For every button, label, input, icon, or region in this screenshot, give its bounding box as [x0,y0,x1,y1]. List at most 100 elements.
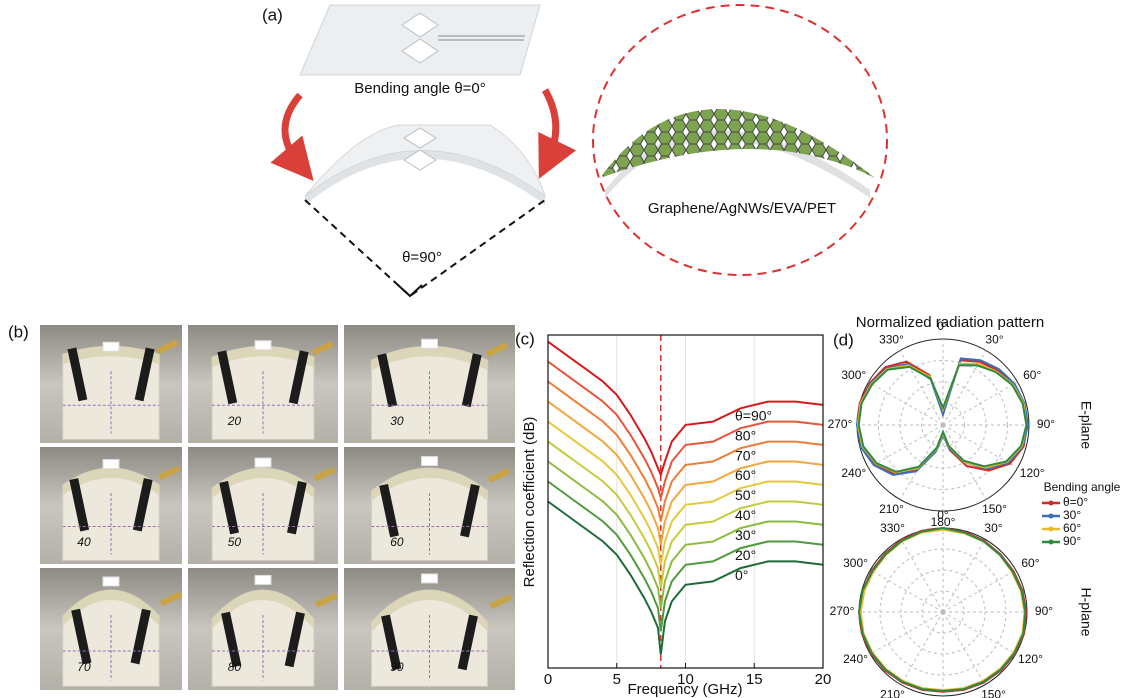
theta-tick-label: 150° [982,502,1007,516]
legend-dot [1049,514,1054,519]
photo-label: 70 [77,660,91,674]
theta-tick-label: 60° [1021,556,1039,570]
flat-label: Bending angle θ=0° [354,80,486,97]
theta-tick-label: 270° [828,417,853,431]
theta-tick-label: 120° [1020,466,1045,480]
legend-dot [1049,540,1054,545]
legend-label: θ=0° [1063,495,1088,509]
panel-label: (d) [833,330,854,349]
bent-label: θ=90° [402,249,442,266]
polar-spoke [901,539,943,612]
theta-tick-label: 330° [879,332,904,346]
polar-spoke [943,539,985,612]
photo-label: 60 [390,535,404,549]
panel-c: (c) Frequency (GHz) Reflection coefficie… [515,329,831,697]
photo [40,325,182,443]
photo: 60 [344,447,515,564]
series-label: θ=90° [735,407,772,423]
theta-tick-label: 300° [843,556,868,570]
legend-label: 90° [1063,534,1081,548]
theta-tick-label: 30° [984,521,1002,535]
legend-label: 60° [1063,521,1081,535]
polar-spoke [943,382,1017,425]
theta-tick-label: 240° [841,466,866,480]
legend-dot [1049,527,1054,532]
x-tick-label: 15 [746,671,763,688]
figure: (a) Bending angle θ=0° θ=90° Graphene/Ag… [0,0,1131,698]
antenna [422,457,438,466]
panel-a: (a) Bending angle θ=0° θ=90° Graphene/Ag… [262,5,887,296]
series-label: 80° [735,427,756,443]
theta-tick-label: 330° [880,521,905,535]
series-label: 70° [735,447,756,463]
photo-label: 50 [228,535,242,549]
legend-title: Bending angle [1044,480,1121,494]
theta-tick-label: 210° [879,502,904,516]
photo: 80 [188,568,338,690]
photo: 40 [40,447,182,564]
series-label: 30° [735,527,756,543]
series-label: 40° [735,507,756,523]
panel-label: (b) [8,322,29,341]
antenna [103,460,119,469]
antenna [422,339,438,348]
photo: 70 [40,568,182,690]
theta-tick-label: 90° [1035,604,1053,618]
panel-label: (c) [515,329,535,348]
series-label: 50° [735,487,756,503]
polar-spoke [869,382,943,425]
theta-tick-label: 270° [830,604,855,618]
photo: 50 [188,447,338,564]
antenna [255,341,271,350]
theta-tick-label: 240° [843,652,868,666]
photo-label: 90 [390,660,404,674]
polar-spoke [901,612,943,685]
theta-tick-label: 300° [841,368,866,382]
photo: 20 [188,325,338,443]
x-tick-label: 5 [613,671,621,688]
antenna [255,458,271,467]
photo-label: 40 [77,535,91,549]
antenna [255,575,271,584]
theta-tick-label: 30° [985,332,1003,346]
theta-tick-label: 210° [880,687,905,698]
polar-spoke [870,570,943,612]
antenna [103,577,119,586]
polar-spoke [900,425,943,499]
antenna [103,342,119,351]
y-axis-label: Reflection coefficient (dB) [521,417,538,588]
series-label: 0° [735,567,748,583]
photo-label: 30 [390,414,404,428]
material-label: Graphene/AgNWs/EVA/PET [648,200,836,217]
polar-spoke [943,612,1016,654]
theta-tick-label: 120° [1018,652,1043,666]
bend-arrow [545,90,556,160]
plane-label: H-plane [1078,587,1094,636]
polar-spoke [943,612,985,685]
bend-arrow [285,95,300,165]
photo: 90 [344,568,515,690]
polar-spoke [869,425,943,468]
pattern-line [858,364,1027,473]
legend-dot [1049,501,1054,506]
theta-tick-label: 90° [1037,417,1055,431]
right-angle [398,285,422,296]
x-tick-label: 10 [677,671,694,688]
theta-tick-label: 0° [937,508,949,522]
legend-label: 30° [1063,508,1081,522]
chart-title: Normalized radiation pattern [856,314,1044,331]
series-label: 20° [735,547,756,563]
polar-spoke [870,612,943,654]
polar-spoke [943,570,1016,612]
photo-label: 80 [228,660,242,674]
panel-d: (d) Normalized radiation pattern Bending… [828,314,1121,698]
antenna [422,574,438,583]
series-label: 60° [735,467,756,483]
theta-tick-label: 0° [937,319,949,333]
photo: 30 [344,325,515,443]
x-tick-label: 20 [815,671,832,688]
theta-tick-label: 60° [1023,368,1041,382]
panel-b: (b) 20 30 40 50 60 70 80 90 [8,322,515,690]
x-tick-label: 0 [544,671,552,688]
photo-label: 20 [227,414,242,428]
